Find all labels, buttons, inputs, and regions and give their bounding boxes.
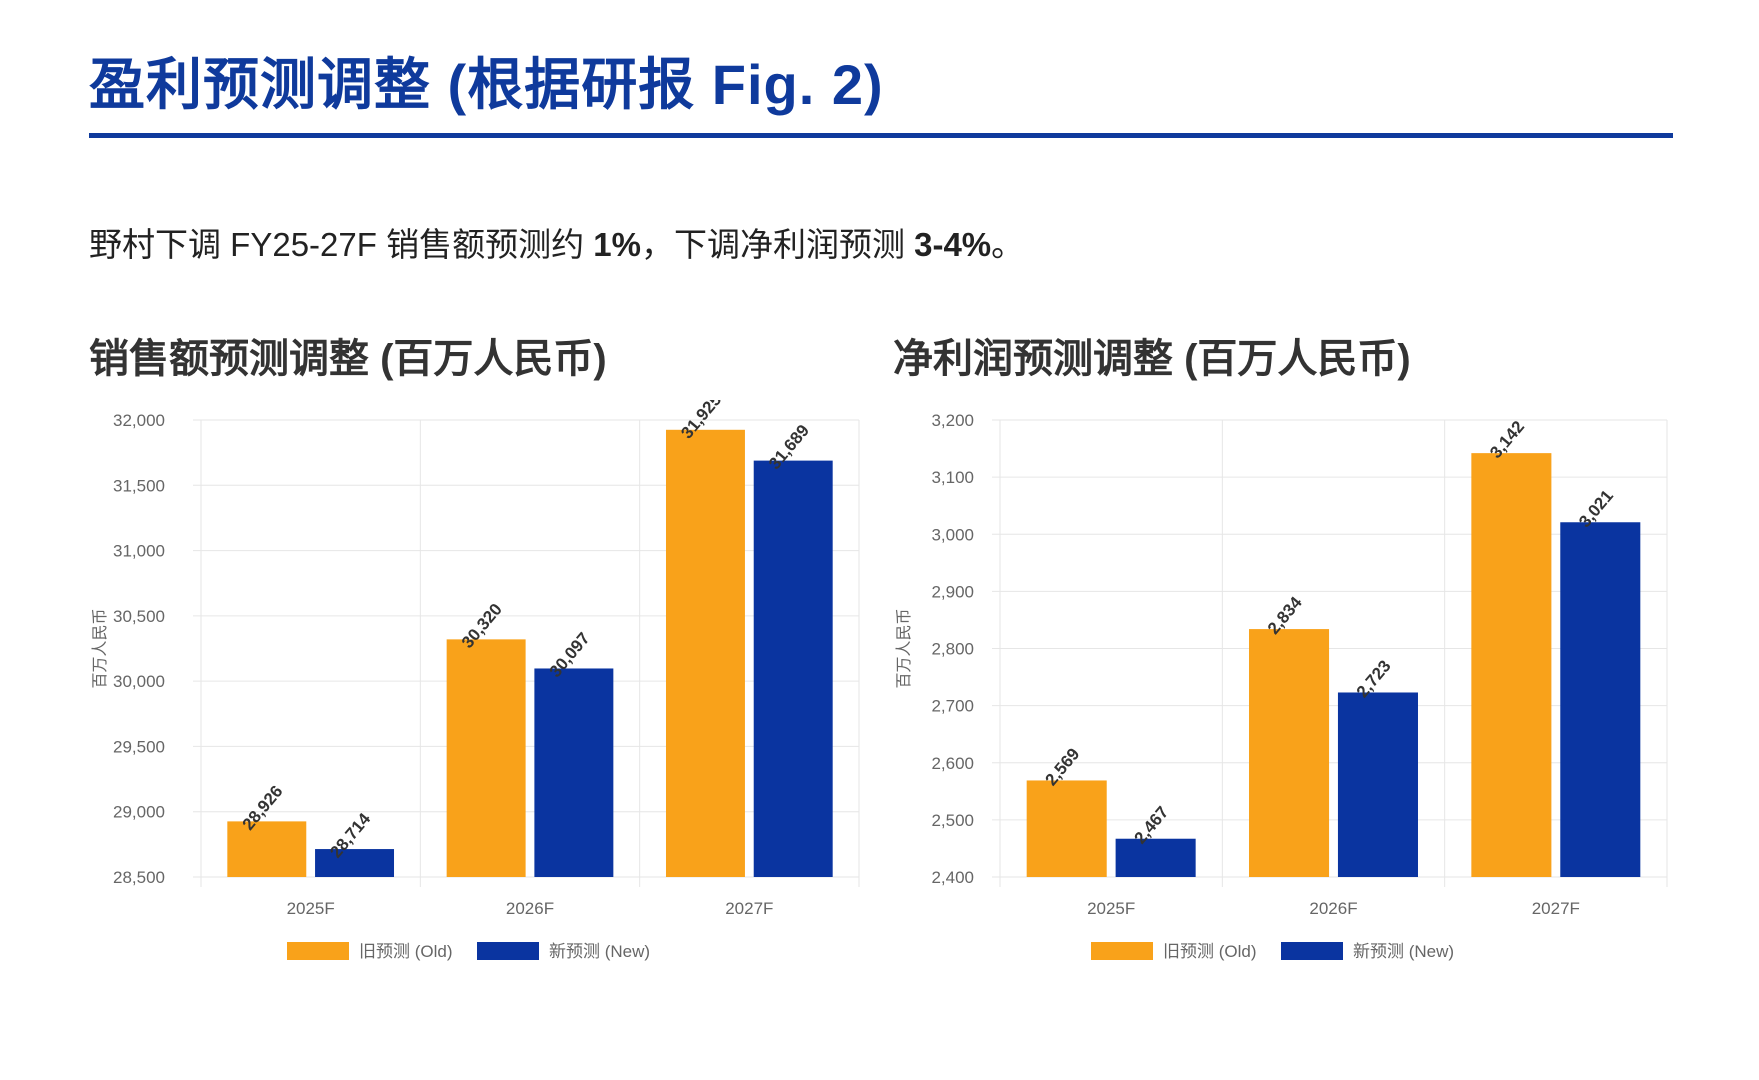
- y-tick-label: 2,700: [931, 697, 974, 716]
- old-bar-2027F: [665, 429, 745, 877]
- y-tick-label: 31,000: [113, 542, 165, 561]
- new-bar-2025F: [315, 849, 395, 877]
- x-tick-label: 2026F: [506, 899, 554, 918]
- legend-swatch-new: [1281, 942, 1343, 960]
- y-tick-label: 2,600: [931, 754, 974, 773]
- title-divider: [89, 133, 1673, 138]
- old-bar-2027F: [1471, 453, 1552, 877]
- summary-suffix: 。: [991, 226, 1025, 263]
- summary-middle: ，下调净利润预测: [640, 226, 915, 263]
- new-bar-2027F: [1560, 522, 1641, 877]
- sales-chart: 28,500 29,000 29,500 30,000 30,500 31,000 31,5…: [91, 400, 860, 961]
- y-tick-label: 32,000: [113, 411, 165, 430]
- summary-prefix: 野村下调 FY25-27F 销售额预测约: [89, 226, 594, 263]
- new-bar-2025F: [1115, 838, 1196, 877]
- y-axis-title: 百万人民币: [91, 608, 109, 688]
- y-tick-label: 30,000: [113, 672, 165, 691]
- old-bar-2025F: [1026, 780, 1107, 877]
- y-tick-label: 29,000: [113, 803, 165, 822]
- x-tick-label: 2025F: [1087, 899, 1135, 918]
- y-tick-label: 2,900: [931, 582, 974, 601]
- y-tick-label: 3,100: [931, 468, 974, 487]
- new-bar-2026F: [534, 668, 614, 877]
- legend-label: 新预测 (New): [549, 942, 650, 961]
- summary-sales-cut: 1%: [593, 226, 641, 263]
- x-tick-label: 2027F: [1532, 899, 1580, 918]
- legend-label: 新预测 (New): [1353, 942, 1454, 961]
- y-tick-label: 2,800: [931, 640, 974, 659]
- x-tick-label: 2026F: [1309, 899, 1357, 918]
- y-tick-label: 3,200: [931, 411, 974, 430]
- new-bar-2027F: [753, 460, 833, 877]
- y-tick-label: 2,400: [931, 868, 974, 887]
- x-tick-label: 2027F: [725, 899, 773, 918]
- y-tick-label: 2,500: [931, 811, 974, 830]
- y-axis-title: 百万人民币: [895, 608, 913, 688]
- summary-profit-cut: 3-4%: [914, 226, 992, 263]
- profit-chart: 2,400 2,500 2,600 2,700 2,800 2,900 3,000 3,100…: [895, 411, 1668, 961]
- page-title: 盈利预测调整 (根据研报 Fig. 2): [89, 53, 884, 116]
- y-tick-label: 31,500: [113, 476, 165, 495]
- y-tick-label: 28,500: [113, 868, 165, 887]
- legend-swatch-old: [287, 942, 349, 960]
- sales-chart-title: 销售额预测调整 (百万人民币): [89, 337, 607, 381]
- old-bar-2026F: [1249, 629, 1330, 877]
- new-bar-2026F: [1337, 692, 1418, 877]
- y-tick-label: 29,500: [113, 737, 165, 756]
- old-bar-2025F: [227, 821, 307, 877]
- y-tick-label: 30,500: [113, 607, 165, 626]
- x-tick-label: 2025F: [287, 899, 335, 918]
- legend-label: 旧预测 (Old): [359, 942, 453, 961]
- y-tick-label: 3,000: [931, 525, 974, 544]
- profit-chart-title: 净利润预测调整 (百万人民币): [893, 337, 1411, 381]
- legend-swatch-new: [477, 942, 539, 960]
- summary-text: 野村下调 FY25-27F 销售额预测约 1%，下调净利润预测 3-4%。: [89, 218, 1024, 266]
- legend-swatch-old: [1091, 942, 1153, 960]
- old-bar-2026F: [446, 639, 526, 877]
- legend-label: 旧预测 (Old): [1163, 942, 1257, 961]
